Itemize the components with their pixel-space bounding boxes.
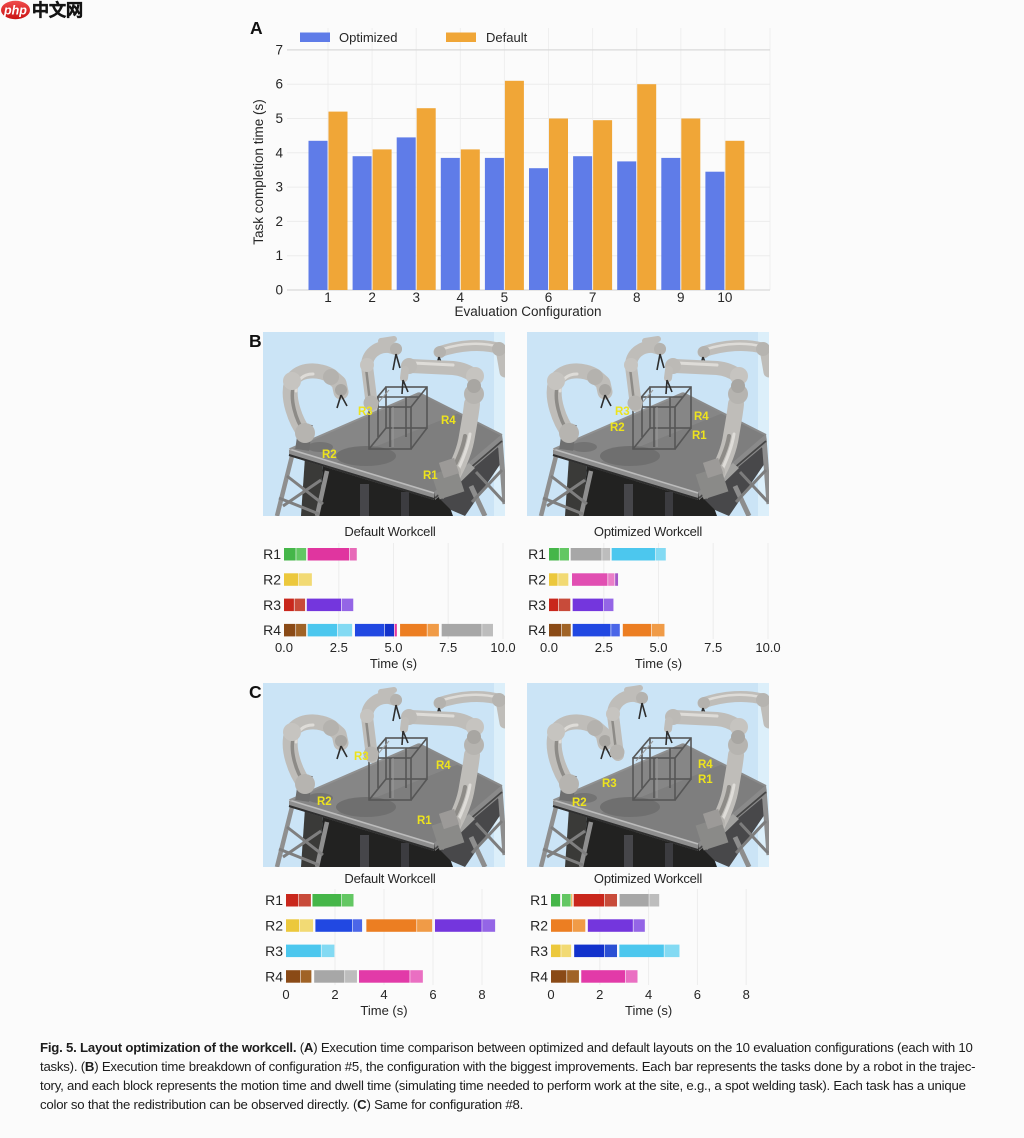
svg-text:php: php bbox=[3, 4, 27, 18]
svg-text:8: 8 bbox=[478, 987, 485, 1002]
svg-text:Optimized: Optimized bbox=[339, 30, 398, 45]
svg-text:7.5: 7.5 bbox=[704, 640, 722, 655]
svg-text:2.5: 2.5 bbox=[595, 640, 613, 655]
svg-text:R4: R4 bbox=[698, 759, 713, 771]
svg-text:0.0: 0.0 bbox=[275, 640, 293, 655]
svg-text:R3: R3 bbox=[530, 943, 548, 959]
svg-text:3: 3 bbox=[412, 290, 420, 305]
svg-text:Evaluation Configuration: Evaluation Configuration bbox=[454, 304, 601, 319]
svg-text:R4: R4 bbox=[528, 622, 546, 638]
svg-text:Time (s): Time (s) bbox=[360, 1003, 407, 1018]
svg-text:中文网: 中文网 bbox=[32, 0, 83, 20]
svg-text:0: 0 bbox=[282, 987, 289, 1002]
svg-text:7: 7 bbox=[589, 290, 597, 305]
svg-text:2: 2 bbox=[275, 214, 283, 229]
svg-text:R4: R4 bbox=[265, 969, 283, 985]
svg-text:R3: R3 bbox=[263, 597, 281, 613]
svg-text:R4: R4 bbox=[436, 760, 451, 772]
svg-text:2: 2 bbox=[331, 987, 338, 1002]
svg-text:R4: R4 bbox=[263, 622, 281, 638]
svg-text:10.0: 10.0 bbox=[755, 640, 780, 655]
svg-text:9: 9 bbox=[677, 290, 685, 305]
svg-text:Default: Default bbox=[486, 30, 528, 45]
svg-text:1: 1 bbox=[275, 248, 283, 263]
svg-text:5.0: 5.0 bbox=[384, 640, 402, 655]
svg-text:0.0: 0.0 bbox=[540, 640, 558, 655]
svg-text:Time (s): Time (s) bbox=[625, 1003, 672, 1018]
svg-text:8: 8 bbox=[743, 987, 750, 1002]
svg-text:Time (s): Time (s) bbox=[370, 656, 417, 671]
svg-text:2: 2 bbox=[368, 290, 376, 305]
svg-text:R2: R2 bbox=[265, 918, 283, 934]
svg-text:R1: R1 bbox=[263, 546, 281, 562]
svg-text:1: 1 bbox=[324, 290, 332, 305]
svg-text:4: 4 bbox=[275, 145, 283, 160]
svg-text:R1: R1 bbox=[417, 815, 432, 827]
svg-text:R1: R1 bbox=[265, 892, 283, 908]
svg-text:R2: R2 bbox=[317, 796, 332, 808]
svg-text:R2: R2 bbox=[263, 572, 281, 588]
svg-text:R2: R2 bbox=[322, 449, 337, 461]
svg-text:R1: R1 bbox=[423, 470, 438, 482]
svg-text:5.0: 5.0 bbox=[649, 640, 667, 655]
svg-text:4: 4 bbox=[457, 290, 465, 305]
svg-text:R4: R4 bbox=[441, 415, 456, 427]
svg-text:2: 2 bbox=[596, 987, 603, 1002]
svg-text:8: 8 bbox=[633, 290, 641, 305]
svg-text:5: 5 bbox=[501, 290, 509, 305]
svg-text:R3: R3 bbox=[358, 406, 373, 418]
svg-text:4: 4 bbox=[645, 987, 652, 1002]
svg-text:R1: R1 bbox=[698, 774, 713, 786]
svg-text:R3: R3 bbox=[602, 778, 617, 790]
svg-text:R4: R4 bbox=[694, 411, 709, 423]
svg-text:10.0: 10.0 bbox=[490, 640, 515, 655]
svg-text:Task completion time (s): Task completion time (s) bbox=[251, 99, 266, 245]
svg-text:R4: R4 bbox=[530, 969, 548, 985]
svg-text:R3: R3 bbox=[528, 597, 546, 613]
svg-text:0: 0 bbox=[275, 283, 283, 298]
svg-text:R2: R2 bbox=[530, 918, 548, 934]
svg-text:R2: R2 bbox=[572, 797, 587, 809]
svg-text:R1: R1 bbox=[528, 546, 546, 562]
svg-text:6: 6 bbox=[545, 290, 553, 305]
svg-text:10: 10 bbox=[717, 290, 732, 305]
svg-text:R2: R2 bbox=[528, 572, 546, 588]
svg-text:A: A bbox=[250, 18, 263, 38]
svg-text:6: 6 bbox=[694, 987, 701, 1002]
svg-text:6: 6 bbox=[429, 987, 436, 1002]
svg-text:2.5: 2.5 bbox=[330, 640, 348, 655]
svg-text:6: 6 bbox=[275, 77, 283, 92]
svg-text:R3: R3 bbox=[354, 751, 369, 763]
svg-text:7: 7 bbox=[275, 42, 283, 57]
svg-text:7.5: 7.5 bbox=[439, 640, 457, 655]
svg-text:R1: R1 bbox=[692, 430, 707, 442]
svg-text:R1: R1 bbox=[530, 892, 548, 908]
svg-text:5: 5 bbox=[275, 111, 283, 126]
svg-text:4: 4 bbox=[380, 987, 387, 1002]
svg-text:R3: R3 bbox=[265, 943, 283, 959]
svg-text:R2: R2 bbox=[610, 422, 625, 434]
svg-text:3: 3 bbox=[275, 180, 283, 195]
svg-text:Time (s): Time (s) bbox=[635, 656, 682, 671]
svg-text:R3: R3 bbox=[615, 406, 630, 418]
svg-text:0: 0 bbox=[547, 987, 554, 1002]
